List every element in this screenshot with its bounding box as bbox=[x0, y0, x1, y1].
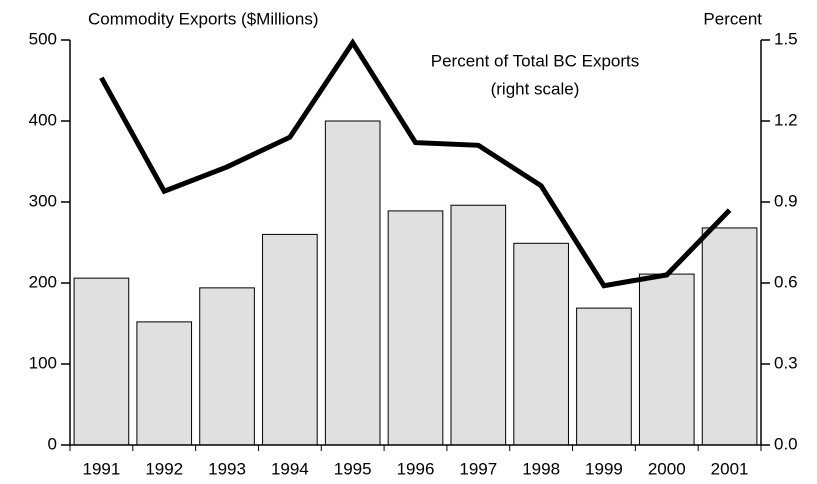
x-tick-label: 1996 bbox=[397, 459, 435, 478]
y2-tick-label: 0.3 bbox=[774, 353, 798, 372]
bar bbox=[450, 204, 507, 446]
bar bbox=[324, 120, 381, 446]
annotation: (right scale) bbox=[491, 79, 580, 98]
bar bbox=[701, 227, 758, 446]
bar bbox=[576, 307, 632, 446]
y2-axis-title: Percent bbox=[703, 9, 762, 28]
bar bbox=[638, 273, 695, 446]
x-tick-label: 2001 bbox=[711, 459, 749, 478]
x-tick-label: 1993 bbox=[208, 459, 246, 478]
annotation: Percent of Total BC Exports bbox=[431, 51, 640, 70]
y-tick-label: 400 bbox=[29, 110, 57, 129]
x-tick-label: 1998 bbox=[522, 459, 560, 478]
x-tick-label: 1994 bbox=[271, 459, 309, 478]
bar bbox=[513, 242, 569, 446]
x-tick-label: 1999 bbox=[585, 459, 623, 478]
bar bbox=[73, 277, 130, 446]
y-tick-label: 200 bbox=[29, 272, 57, 291]
bar bbox=[199, 287, 255, 446]
y2-tick-label: 0.0 bbox=[774, 434, 798, 453]
y-tick-label: 500 bbox=[29, 29, 57, 48]
y2-tick-label: 1.5 bbox=[774, 29, 798, 48]
y2-tick-label: 1.2 bbox=[774, 110, 798, 129]
y2-tick-label: 0.9 bbox=[774, 191, 798, 210]
y2-tick-label: 0.6 bbox=[774, 272, 798, 291]
y-tick-label: 100 bbox=[29, 353, 57, 372]
y-tick-label: 300 bbox=[29, 191, 57, 210]
x-tick-label: 1995 bbox=[334, 459, 372, 478]
line bbox=[99, 38, 732, 289]
y-axis-title: Commodity Exports ($Millions) bbox=[88, 9, 319, 28]
bar bbox=[136, 321, 193, 446]
bar bbox=[387, 210, 444, 446]
x-tick-label: 1991 bbox=[82, 459, 120, 478]
bar bbox=[262, 233, 318, 446]
y-tick-label: 0 bbox=[48, 434, 57, 453]
x-tick-label: 1992 bbox=[145, 459, 183, 478]
x-tick-label: 2000 bbox=[648, 459, 686, 478]
x-tick-label: 1997 bbox=[459, 459, 497, 478]
